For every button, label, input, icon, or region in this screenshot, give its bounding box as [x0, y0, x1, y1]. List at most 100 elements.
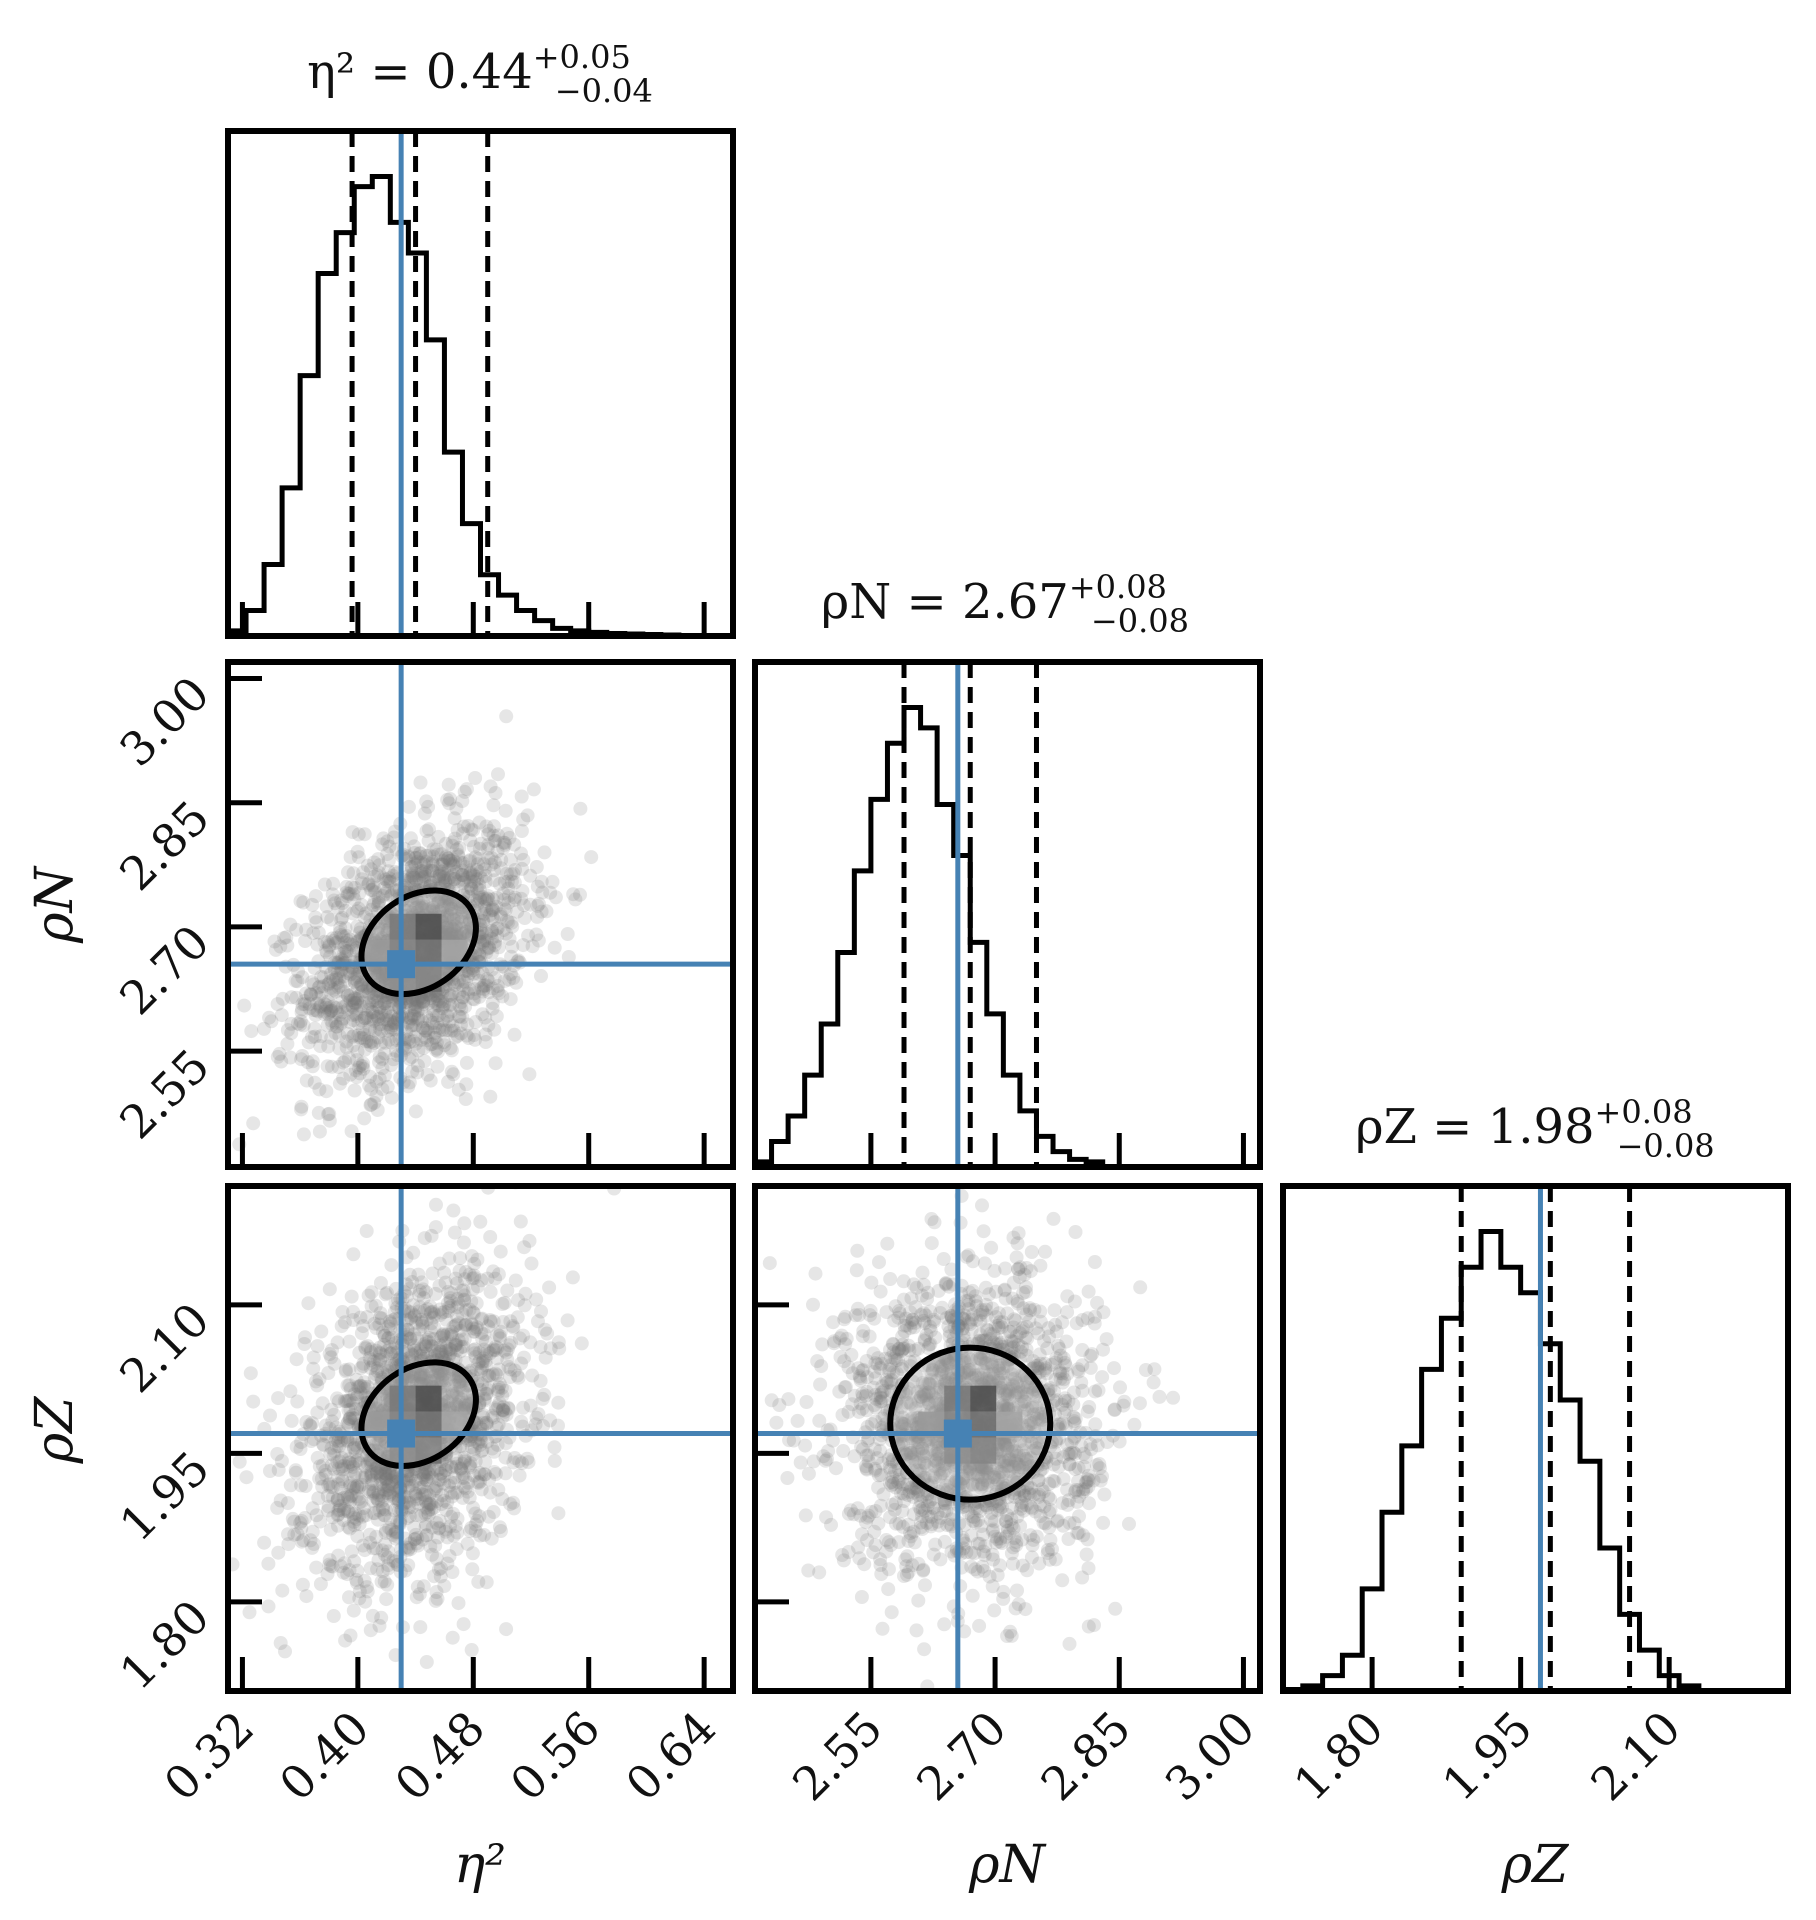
scatter-point	[307, 1021, 322, 1036]
scatter-point	[293, 1014, 308, 1029]
scatter-point	[338, 903, 353, 918]
scatter-point	[503, 1314, 518, 1329]
scatter-point	[355, 1470, 370, 1485]
scatter-point	[467, 1434, 482, 1449]
scatter-point	[487, 819, 501, 834]
scatter-point	[498, 1466, 513, 1481]
scatter-point	[476, 1410, 491, 1425]
scatter-point	[531, 896, 546, 911]
scatter-point	[332, 1028, 347, 1043]
scatter-point	[419, 1312, 434, 1327]
scatter-point	[344, 1289, 359, 1304]
scatter-point	[415, 1316, 430, 1331]
scatter-point	[332, 1076, 347, 1091]
scatter-point	[421, 1025, 436, 1040]
scatter-point	[495, 1409, 510, 1424]
scatter-point	[331, 1507, 346, 1522]
scatter-point	[356, 1061, 371, 1076]
scatter-point	[410, 1003, 425, 1018]
scatter-point	[343, 988, 358, 1002]
scatter-point	[322, 1282, 337, 1297]
scatter-point	[310, 1004, 325, 1019]
scatter-point	[406, 1009, 421, 1024]
scatter-point	[442, 988, 457, 1003]
scatter-point	[379, 994, 394, 1009]
scatter-point	[500, 1342, 515, 1357]
scatter-point	[387, 1491, 401, 1506]
scatter-point	[514, 1414, 529, 1429]
scatter-point	[436, 1493, 451, 1508]
scatter-point	[377, 1337, 391, 1352]
scatter-point	[367, 881, 382, 896]
scatter-point	[476, 857, 491, 872]
scatter-point	[380, 1285, 394, 1300]
scatter-point	[262, 1010, 277, 1025]
scatter-point	[508, 863, 522, 877]
scatter-point	[445, 1630, 460, 1645]
scatter-point	[363, 1561, 378, 1576]
scatter-point	[486, 1343, 501, 1358]
scatter-point	[343, 1455, 358, 1470]
scatter-point	[332, 971, 347, 986]
scatter-point	[482, 908, 497, 922]
scatter-point	[486, 798, 501, 813]
scatter-point	[424, 1502, 439, 1517]
scatter-point	[372, 1345, 387, 1360]
scatter-point	[503, 852, 518, 867]
scatter-point	[308, 1029, 322, 1044]
scatter-point	[375, 1365, 390, 1380]
scatter-point	[475, 935, 490, 950]
scatter-point	[551, 1395, 566, 1410]
scatter-point	[279, 930, 294, 945]
scatter-point	[362, 1484, 376, 1499]
scatter-point	[439, 850, 454, 865]
scatter-point	[478, 1035, 493, 1049]
scatter-point	[454, 921, 469, 936]
scatter-point	[387, 1016, 402, 1031]
scatter-point	[351, 1016, 366, 1031]
scatter-point	[416, 1282, 430, 1297]
scatter-point	[442, 991, 457, 1006]
scatter-point	[407, 1520, 422, 1535]
scatter-point	[466, 991, 481, 1006]
scatter-point	[363, 1623, 378, 1638]
scatter-point	[325, 1414, 340, 1429]
scatter-point	[372, 1488, 386, 1503]
scatter-point	[352, 1066, 367, 1081]
scatter-point	[446, 921, 461, 936]
scatter-point	[324, 1003, 339, 1018]
scatter-point	[412, 1587, 427, 1602]
scatter-point	[278, 1644, 292, 1659]
scatter-point	[416, 1480, 431, 1494]
y-tick-label-rhoN-3: 3.00	[109, 666, 220, 777]
scatter-point	[1081, 1561, 1096, 1576]
scatter-point	[415, 1532, 430, 1547]
scatter-point	[421, 799, 436, 814]
scatter-point	[472, 815, 487, 830]
scatter-point	[305, 1524, 320, 1539]
scatter-point	[516, 898, 531, 913]
scatter-point	[419, 1500, 434, 1515]
scatter-point	[334, 912, 349, 927]
scatter-point	[502, 830, 517, 845]
scatter-point	[497, 874, 512, 889]
scatter-point	[427, 1019, 442, 1034]
scatter-point	[376, 831, 391, 846]
scatter-point	[377, 996, 392, 1011]
scatter-point	[451, 1009, 466, 1024]
scatter-point	[1080, 1404, 1095, 1419]
scatter-point	[467, 1028, 481, 1042]
scatter-point	[359, 1224, 374, 1238]
scatter-point	[478, 1027, 493, 1042]
scatter-point	[443, 853, 458, 868]
scatter-point	[330, 1335, 345, 1350]
scatter-point	[454, 1340, 469, 1354]
scatter-point	[429, 1041, 444, 1056]
frame-rhoN	[752, 659, 1263, 1170]
scatter-point	[358, 1470, 373, 1485]
scatter-point	[358, 1341, 373, 1356]
scatter-point	[467, 992, 482, 1007]
scatter-point	[370, 925, 385, 940]
scatter-point	[382, 871, 397, 886]
scatter-point	[332, 1454, 347, 1469]
